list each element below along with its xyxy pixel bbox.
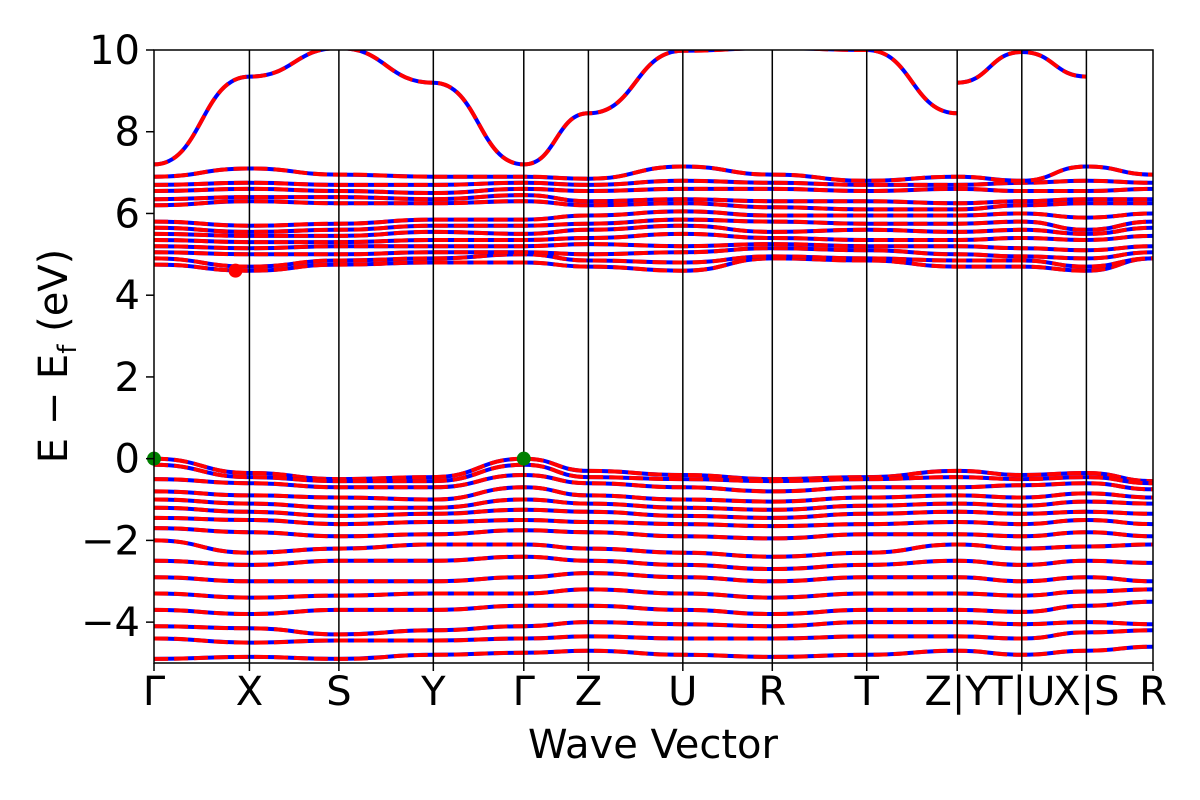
y-tick-label-4: 4	[115, 273, 140, 319]
x-tick-label-6: U	[668, 669, 697, 715]
x-tick-label-0: Γ	[143, 669, 166, 715]
x-tick-label-9: Z|Y	[925, 669, 991, 715]
y-axis-label-subscript: f	[53, 344, 83, 354]
y-tick-label-0: −4	[81, 600, 140, 646]
y-axis-label-unit: (eV)	[31, 249, 77, 345]
y-ticks: −4 −2 0 2 4 6 8 10	[81, 28, 154, 646]
y-tick-label-2: 0	[115, 437, 140, 483]
vbm-marker-1	[516, 451, 531, 466]
y-tick-label-7: 10	[89, 28, 140, 74]
y-tick-label-3: 2	[115, 355, 140, 401]
x-tick-label-5: Z	[575, 669, 602, 715]
x-tick-label-4: Γ	[513, 669, 536, 715]
conduction-band-12-spin-up	[154, 164, 1153, 183]
y-tick-label-5: 6	[115, 191, 140, 237]
x-tick-label-3: Y	[420, 669, 446, 715]
x-tick-label-7: R	[758, 669, 786, 715]
y-axis-label-main: E − E	[31, 354, 77, 464]
x-tick-label-2: S	[326, 669, 351, 715]
x-tick-label-11: X|S	[1053, 669, 1119, 715]
x-ticks: Γ X S Y Γ Z U R T Z|YT|UX|S R	[143, 663, 1167, 715]
x-tick-label-10: T|U	[987, 669, 1055, 715]
kpoint-lines	[248, 50, 1088, 663]
valence-band-8-spin-up	[154, 538, 1153, 559]
x-axis-label: Wave Vector	[528, 722, 779, 768]
conduction-band-1-spin-up	[154, 252, 1153, 269]
y-tick-label-1: −2	[81, 518, 140, 564]
x-tick-label-12: R	[1139, 669, 1167, 715]
x-tick-label-1: X	[236, 669, 263, 715]
conduction-high-band-0-spin-up	[154, 50, 958, 167]
y-tick-label-6: 8	[115, 110, 140, 156]
valence-band-1-spin-up	[154, 462, 1153, 486]
cbm-marker	[228, 263, 243, 278]
x-tick-label-8: T	[854, 669, 880, 715]
plot-frame	[153, 49, 1154, 664]
y-axis-label: E − Ef (eV)	[31, 249, 83, 464]
valence-band-0-spin-up	[154, 456, 1153, 484]
